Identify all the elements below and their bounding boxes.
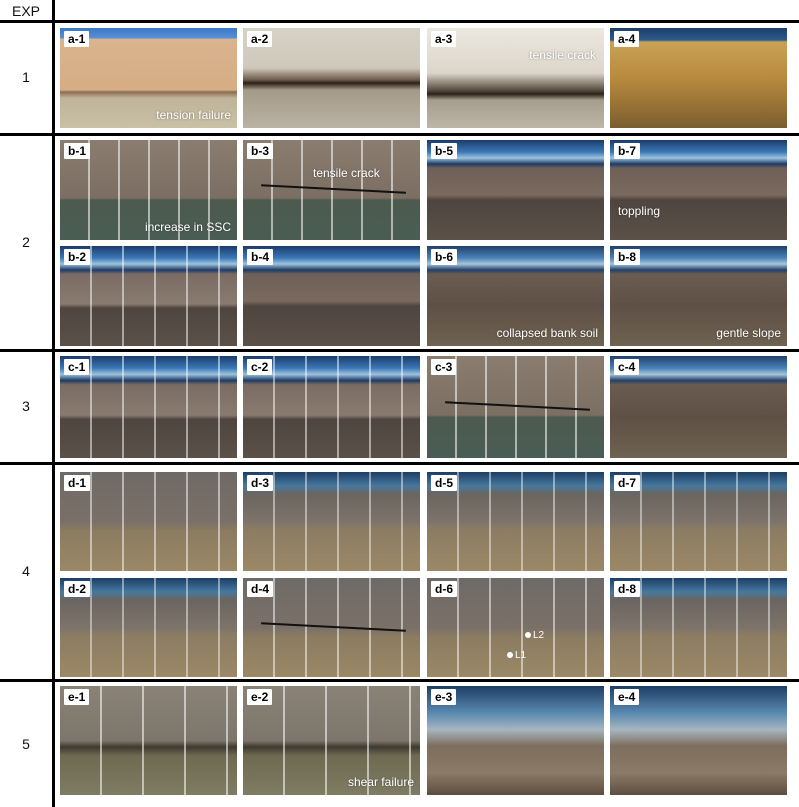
point-label: L2 — [533, 630, 545, 641]
panel-label: d-8 — [614, 581, 640, 597]
exp-number: 5 — [22, 735, 30, 752]
photo-panel: c-2 — [243, 356, 420, 458]
measurement-point: L1 — [507, 650, 526, 661]
row-divider — [0, 679, 799, 682]
photo-panel: b-8 gentle slope — [610, 246, 787, 346]
panel-caption: tensile crack — [313, 166, 380, 180]
panel-label: b-3 — [247, 143, 273, 159]
panel-label: e-3 — [431, 689, 457, 705]
photo-panel: d-2 — [60, 578, 237, 677]
panel-label: e-4 — [614, 689, 640, 705]
panel-label: d-7 — [614, 475, 640, 491]
photo-panel: b-2 — [60, 246, 237, 346]
photo-panel: a-4 — [610, 28, 787, 128]
photo-panel: e-3 — [427, 686, 604, 795]
photo-panel: b-6 collapsed bank soil — [427, 246, 604, 346]
panel-label: b-1 — [64, 143, 90, 159]
photo-panel: e-4 — [610, 686, 787, 795]
exp-number: 4 — [22, 563, 30, 579]
panel-label: a-3 — [431, 31, 457, 47]
panel-label: e-1 — [64, 689, 90, 705]
photo-panel: d-8 — [610, 578, 787, 677]
photo-panel: c-1 — [60, 356, 237, 458]
panel-label: a-4 — [614, 31, 640, 47]
panel-label: b-6 — [431, 249, 457, 265]
row-divider — [0, 349, 799, 352]
panel-label: b-8 — [614, 249, 640, 265]
crack-line — [260, 184, 406, 194]
column-divider — [52, 0, 55, 807]
exp-number: 3 — [22, 398, 30, 414]
photo-panel: d-4 — [243, 578, 420, 677]
point-label: L1 — [515, 650, 527, 661]
photo-panel: b-4 — [243, 246, 420, 346]
panel-caption: shear failure — [347, 775, 414, 789]
photo-panel: c-4 — [610, 356, 787, 458]
panel-label: c-4 — [614, 359, 640, 375]
photo-panel: a-3 tensile crack — [427, 28, 604, 128]
photo-panel: d-6 L2 L1 — [427, 578, 604, 677]
panel-caption: increase in SSC — [144, 220, 231, 234]
row-divider — [0, 20, 799, 23]
photo-panel: d-3 — [243, 472, 420, 571]
photo-panel: d-5 — [427, 472, 604, 571]
panel-label: d-1 — [64, 475, 90, 491]
panel-caption: tension failure — [156, 108, 231, 122]
panel-label: d-4 — [247, 581, 273, 597]
photo-panel: b-3 tensile crack — [243, 140, 420, 240]
panel-caption: toppling — [618, 204, 661, 218]
photo-panel: e-1 — [60, 686, 237, 795]
photo-panel: e-2 shear failure — [243, 686, 420, 795]
panel-label: d-5 — [431, 475, 457, 491]
panel-label: c-3 — [431, 359, 457, 375]
point-marker-icon — [507, 652, 513, 658]
photo-panel: d-7 — [610, 472, 787, 571]
panel-label: d-2 — [64, 581, 90, 597]
panel-label: b-7 — [614, 143, 640, 159]
exp-header: EXP — [11, 3, 40, 19]
crack-line — [444, 401, 590, 411]
row-divider — [0, 462, 799, 465]
photo-panel: a-1 tension failure — [60, 28, 237, 128]
panel-label: c-2 — [247, 359, 273, 375]
photo-panel: b-7 toppling — [610, 140, 787, 240]
panel-label: e-2 — [247, 689, 273, 705]
point-marker-icon — [525, 632, 531, 638]
panel-caption: collapsed bank soil — [496, 326, 598, 340]
panel-label: b-5 — [431, 143, 457, 159]
panel-label: c-1 — [64, 359, 90, 375]
panel-label: d-3 — [247, 475, 273, 491]
photo-panel: d-1 — [60, 472, 237, 571]
panel-label: b-2 — [64, 249, 90, 265]
crack-line — [260, 621, 406, 632]
photo-panel: b-1 increase in SSC — [60, 140, 237, 240]
panel-label: d-6 — [431, 581, 457, 597]
photo-panel: a-2 — [243, 28, 420, 128]
exp-number: 1 — [22, 69, 30, 85]
panel-label: b-4 — [247, 249, 273, 265]
panel-label: a-1 — [64, 31, 90, 47]
panel-caption: gentle slope — [716, 326, 781, 340]
measurement-point: L2 — [525, 630, 544, 641]
row-divider — [0, 133, 799, 136]
panel-label: a-2 — [247, 31, 273, 47]
photo-panel: c-3 — [427, 356, 604, 458]
panel-caption: tensile crack — [529, 48, 596, 62]
exp-number: 2 — [22, 233, 30, 250]
photo-panel: b-5 — [427, 140, 604, 240]
